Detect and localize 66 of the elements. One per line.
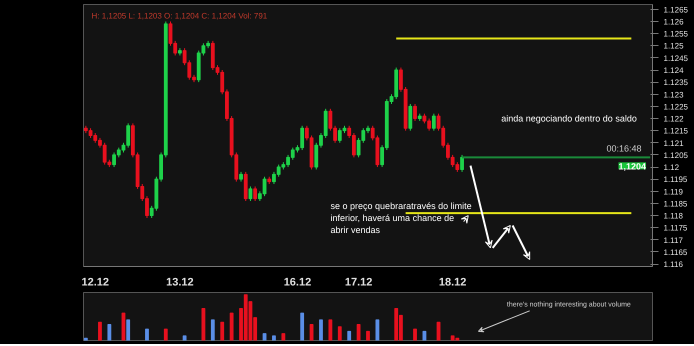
y-tick-label: 1.1195: [664, 175, 688, 184]
candlestick: [460, 154, 464, 172]
bar: [182, 335, 187, 340]
bar: [122, 312, 126, 340]
candlestick: [248, 186, 252, 202]
bar: [126, 319, 130, 340]
y-tick-label: 1.1185: [664, 199, 688, 208]
candlestick: [432, 113, 436, 132]
y-tick-label: 1.117: [664, 236, 684, 245]
x-tick-label: 17.12: [344, 276, 372, 288]
annotation: 00:16:48: [606, 143, 642, 154]
bar: [145, 328, 149, 340]
y-tick-label: 1.1245: [664, 54, 689, 63]
bar: [164, 328, 168, 340]
y-tick-label: 1.1235: [664, 78, 689, 88]
bar: [84, 338, 88, 340]
bar: [272, 335, 276, 340]
candlestick: [253, 186, 258, 202]
annotation: se o preço quebraratravés do limite inferior, haverá uma chance de abrir vendas: [330, 200, 472, 235]
x-tick-label: 12.12: [81, 276, 110, 288]
y-tick-label: 1.1215: [664, 126, 689, 136]
y-tick-label: 1.122: [664, 114, 684, 124]
y-tick-label: 1.121: [664, 138, 684, 148]
y-tick-label: 1.1175: [664, 224, 688, 233]
y-tick-label: 1.123: [664, 90, 684, 100]
y-tick-label: 1.1265: [664, 5, 689, 14]
y-tick-label: 1.118: [664, 212, 684, 221]
candlestick: [413, 103, 417, 122]
bar: [281, 333, 286, 340]
bar: [347, 330, 352, 340]
y-tick-label: 1.1205: [664, 150, 689, 160]
bar: [202, 308, 206, 340]
y-tick-label: 1.119: [664, 187, 684, 196]
y-tick-label: 1.124: [664, 66, 684, 75]
x-tick-label: 13.12: [166, 276, 194, 288]
bar: [98, 322, 102, 340]
x-tick-label: 16.12: [284, 276, 312, 288]
y-tick-label: 1.1255: [664, 30, 689, 39]
x-tick-label: 18.12: [438, 276, 466, 288]
bar: [107, 324, 112, 340]
bar: [220, 322, 224, 340]
annotation: 1,1204: [618, 161, 646, 172]
bar: [422, 330, 426, 340]
bar: [375, 319, 380, 340]
bar: [328, 319, 332, 340]
annotation: ainda negociando dentro do saldo: [501, 113, 637, 124]
y-tick-label: 1.12: [664, 163, 680, 172]
bar: [436, 322, 440, 340]
bar: [366, 330, 370, 340]
candlestick: [408, 103, 412, 132]
candlestick: [239, 171, 243, 182]
bar: [413, 328, 417, 340]
bar: [319, 319, 323, 340]
y-tick-label: 1.116: [664, 260, 684, 270]
y-tick-label: 1.1225: [664, 102, 689, 112]
y-tick-label: 1.126: [664, 17, 684, 26]
bar: [230, 312, 234, 340]
y-tick-label: 1.125: [664, 42, 684, 51]
y-tick-label: 1.1165: [664, 248, 688, 257]
annotation: H: 1,1205 L: 1,1203 O: 1,1204 C: 1,1204 Vol: 791: [92, 12, 268, 20]
bar: [310, 324, 314, 340]
bar: [262, 333, 266, 340]
bar: [338, 326, 342, 340]
bar: [210, 319, 215, 340]
bar: [300, 312, 304, 340]
bar: [356, 324, 361, 340]
